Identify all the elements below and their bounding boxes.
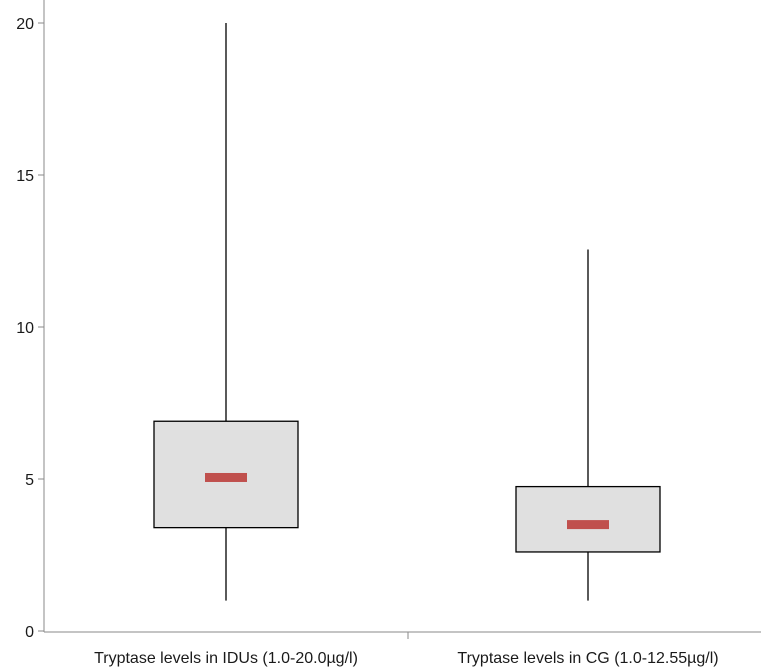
x-category-label: Tryptase levels in IDUs (1.0-20.0µg/l) bbox=[94, 650, 358, 667]
box-group bbox=[153, 23, 299, 601]
y-tick-label: 0 bbox=[25, 624, 34, 641]
y-axis: 0 5 10 15 20 bbox=[16, 0, 45, 641]
x-category-label: Tryptase levels in CG (1.0-12.55µg/l) bbox=[457, 650, 718, 667]
plot-area bbox=[153, 23, 661, 601]
median-marker bbox=[567, 520, 609, 530]
x-axis: Tryptase levels in IDUs (1.0-20.0µg/l) Tr… bbox=[44, 631, 761, 667]
y-tick-label: 20 bbox=[16, 16, 34, 33]
y-tick-label: 5 bbox=[25, 472, 34, 489]
iqr-box bbox=[515, 485, 661, 553]
median-marker bbox=[205, 472, 247, 482]
y-tick-label: 10 bbox=[16, 320, 34, 337]
box-group bbox=[515, 249, 661, 601]
y-tick-label: 15 bbox=[16, 168, 34, 185]
